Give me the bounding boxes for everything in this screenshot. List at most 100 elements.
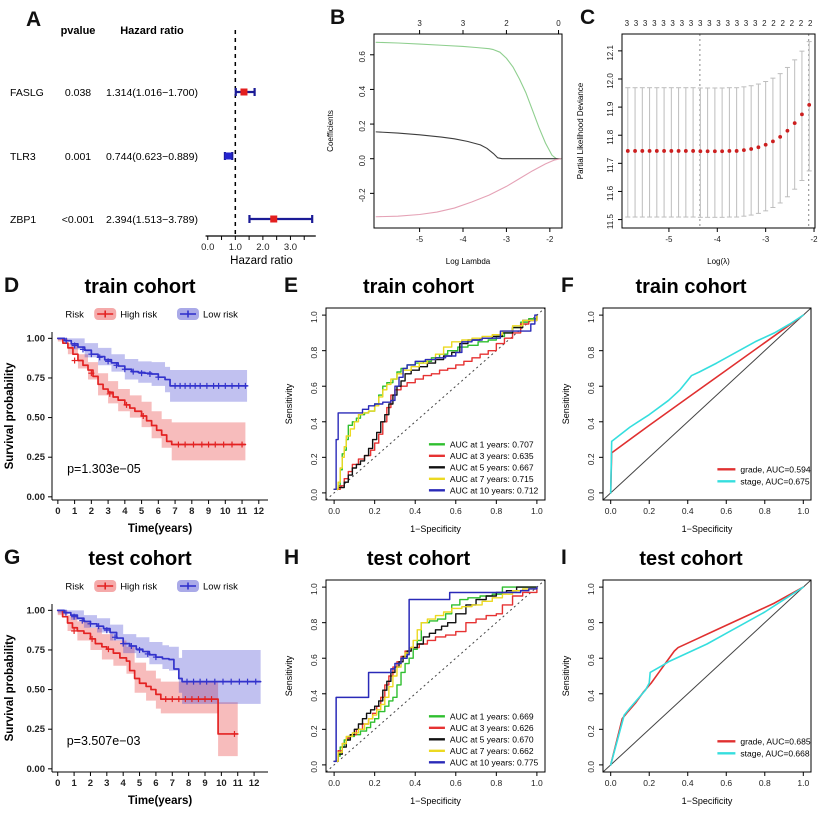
svg-text:3: 3	[461, 19, 466, 28]
svg-text:Hazard ratio: Hazard ratio	[120, 25, 184, 37]
svg-text:0.4: 0.4	[409, 778, 421, 788]
svg-text:Time(years): Time(years)	[128, 523, 193, 535]
svg-text:3: 3	[680, 19, 685, 28]
svg-text:0.2: 0.2	[309, 453, 319, 465]
svg-text:0.2: 0.2	[643, 506, 655, 516]
svg-text:AUC at 10 years: 0.775: AUC at 10 years: 0.775	[450, 757, 539, 767]
svg-text:1.00: 1.00	[27, 605, 46, 616]
panel-d-km-train: D train cohort 0 1 2 3 4 5 6 7 8 9 10 11 12 0.00 0.25 0…	[0, 272, 280, 544]
panel-i-roc-clinical-test: I test cohort 0.0 0.2 0.4 0.6 0.8 1.0 0.0 0.2 0.…	[557, 544, 825, 816]
svg-text:AUC at 1 years: 0.669: AUC at 1 years: 0.669	[450, 711, 534, 721]
svg-text:3: 3	[417, 19, 422, 28]
svg-text:0.6: 0.6	[586, 382, 596, 394]
svg-text:11.8: 11.8	[606, 129, 615, 145]
svg-text:AUC at 3 years: 0.635: AUC at 3 years: 0.635	[450, 451, 534, 461]
svg-text:AUC at 7 years: 0.662: AUC at 7 years: 0.662	[450, 746, 534, 756]
svg-text:12: 12	[249, 778, 260, 789]
svg-text:0.2: 0.2	[369, 778, 381, 788]
svg-text:2.0: 2.0	[256, 242, 269, 253]
svg-text:1−Specificity: 1−Specificity	[682, 524, 733, 534]
svg-text:11.5: 11.5	[606, 214, 615, 230]
svg-text:12.1: 12.1	[606, 45, 615, 61]
svg-text:0.0: 0.0	[605, 778, 617, 788]
svg-text:0.4: 0.4	[358, 85, 367, 97]
svg-text:3: 3	[744, 19, 749, 28]
svg-text:10: 10	[216, 778, 227, 789]
svg-text:8: 8	[189, 506, 194, 517]
svg-text:1.314(1.016−1.700): 1.314(1.016−1.700)	[106, 87, 198, 99]
svg-text:0.0: 0.0	[309, 489, 319, 501]
svg-text:4: 4	[122, 506, 128, 517]
km-train-title: train cohort	[84, 276, 196, 298]
svg-text:3: 3	[625, 19, 630, 28]
svg-text:1.0: 1.0	[586, 583, 596, 595]
svg-text:12: 12	[254, 506, 265, 517]
panel-h-roc-test: H test cohort 0.0 0.2 0.4 0.6 0.8 1.0 0.0 0.2 0.…	[280, 544, 557, 816]
svg-text:-3: -3	[762, 235, 770, 244]
svg-text:Hazard ratio: Hazard ratio	[230, 255, 293, 267]
svg-text:0.25: 0.25	[27, 724, 46, 735]
svg-text:stage, AUC=0.675: stage, AUC=0.675	[740, 476, 810, 486]
svg-text:0.50: 0.50	[27, 685, 46, 696]
svg-text:2.394(1.513−3.789): 2.394(1.513−3.789)	[106, 214, 198, 226]
panel-b-lasso-coefficients: B -5 -4 -3 -2 -0.2 0.0 0.2 0.4 0.6 3 3 2 0 Log Lambda…	[320, 0, 570, 272]
lasso-coefficients-plot: -5 -4 -3 -2 -0.2 0.0 0.2 0.4 0.6 3 3 2 0 Log Lambda Co…	[326, 19, 563, 266]
svg-text:grade, AUC=0.594: grade, AUC=0.594	[740, 464, 810, 474]
panel-g-km-test: G test cohort 0 1 2 3 4 5 6 7 8 9 10 11 12 0.00 0.25 0.…	[0, 544, 280, 816]
panel-a-forest-plot: A 0.0 1.0 2.0 3.0 Hazard ratio pvalue Hazard r…	[0, 0, 320, 272]
panel-letter-f: F	[561, 274, 574, 297]
svg-text:1.0: 1.0	[586, 311, 596, 323]
svg-text:2: 2	[88, 778, 93, 789]
svg-text:0.4: 0.4	[309, 418, 319, 430]
figure-row-3: G test cohort 0 1 2 3 4 5 6 7 8 9 10 11 12 0.00 0.25 0.…	[0, 544, 825, 816]
svg-text:0.6: 0.6	[309, 382, 319, 394]
svg-text:3: 3	[753, 19, 758, 28]
svg-text:11.6: 11.6	[606, 185, 615, 201]
km-plot-test: 0 1 2 3 4 5 6 7 8 9 10 11 120.000.250.500.751.00Time…	[4, 580, 268, 807]
svg-text:Risk: Risk	[65, 582, 84, 593]
svg-text:Sensitivity: Sensitivity	[561, 655, 571, 696]
svg-text:3: 3	[698, 19, 703, 28]
svg-text:-4: -4	[714, 235, 722, 244]
svg-text:7: 7	[170, 778, 175, 789]
svg-text:3: 3	[661, 19, 666, 28]
svg-text:0.8: 0.8	[490, 506, 502, 516]
roc-plot-test: 0.0 0.2 0.4 0.6 0.8 1.0 0.0 0.2 0.4 0.6 0.8 1.0 1−Sp…	[284, 579, 546, 806]
figure-row-2: D train cohort 0 1 2 3 4 5 6 7 8 9 10 11 12 0.00 0.25 0…	[0, 272, 825, 544]
panel-c-cv-deviance: C -5 -4 -3 -2 11.5 11.6 11.7 11.8 11.9 12.0 12.1 3 3…	[570, 0, 825, 272]
svg-text:2: 2	[799, 19, 804, 28]
panel-letter-e: E	[284, 274, 299, 297]
svg-text:0.2: 0.2	[309, 725, 319, 737]
svg-text:Time(years): Time(years)	[128, 795, 193, 807]
svg-text:0: 0	[556, 19, 561, 28]
svg-text:4: 4	[121, 778, 127, 789]
svg-text:0: 0	[55, 778, 60, 789]
svg-text:1.0: 1.0	[531, 506, 543, 516]
svg-text:0.0: 0.0	[586, 489, 596, 501]
svg-text:Low risk: Low risk	[203, 582, 238, 593]
svg-text:0.6: 0.6	[450, 778, 462, 788]
svg-text:Survival probability: Survival probability	[4, 362, 16, 469]
svg-text:1.0: 1.0	[797, 506, 809, 516]
svg-text:0.0: 0.0	[358, 155, 367, 167]
svg-text:Low risk: Low risk	[203, 310, 238, 321]
svg-text:-2: -2	[810, 235, 818, 244]
svg-text:-3: -3	[503, 235, 511, 244]
panel-letter-h: H	[284, 546, 300, 569]
svg-text:0.0: 0.0	[201, 242, 214, 253]
svg-text:0.8: 0.8	[759, 506, 771, 516]
svg-text:11.9: 11.9	[606, 101, 615, 117]
svg-text:pvalue: pvalue	[61, 25, 96, 37]
svg-text:High risk: High risk	[120, 310, 157, 321]
svg-text:-0.2: -0.2	[358, 188, 367, 202]
svg-text:1−Specificity: 1−Specificity	[682, 796, 733, 806]
svg-text:-5: -5	[416, 235, 424, 244]
panel-letter-a: A	[26, 8, 42, 31]
svg-text:0.2: 0.2	[643, 778, 655, 788]
svg-text:stage, AUC=0.668: stage, AUC=0.668	[740, 748, 810, 758]
panel-letter-b: B	[330, 6, 346, 29]
svg-text:1: 1	[71, 778, 77, 789]
svg-text:1.0: 1.0	[797, 778, 809, 788]
panel-e-roc-train: E train cohort 0.0 0.2 0.4 0.6 0.8 1.0 0.0 0.2 0…	[280, 272, 557, 544]
